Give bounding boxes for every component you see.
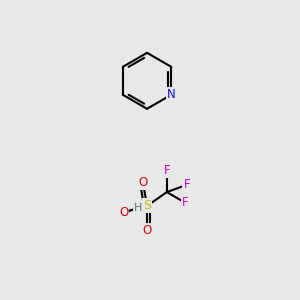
Text: O: O: [138, 176, 148, 189]
Text: H: H: [134, 203, 142, 213]
Text: S: S: [143, 200, 151, 212]
Text: O: O: [142, 224, 152, 237]
Text: F: F: [182, 196, 188, 209]
Text: O: O: [119, 206, 128, 219]
Text: F: F: [183, 178, 190, 191]
Text: F: F: [164, 164, 170, 177]
Text: N: N: [167, 88, 176, 101]
